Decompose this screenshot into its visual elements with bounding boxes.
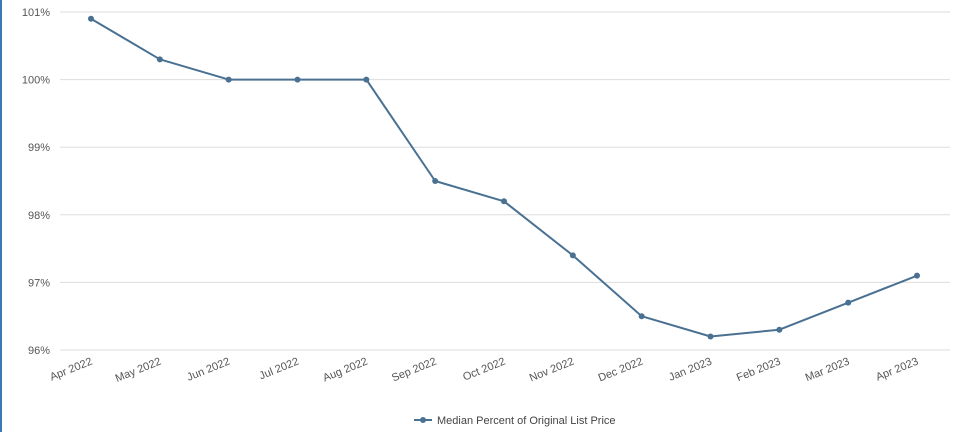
x-tick-label: Aug 2022 bbox=[321, 356, 369, 385]
data-point[interactable] bbox=[501, 198, 507, 205]
data-point[interactable] bbox=[363, 76, 370, 83]
data-point[interactable] bbox=[432, 178, 439, 184]
data-point[interactable] bbox=[914, 272, 920, 279]
x-tick-label: Jul 2022 bbox=[258, 356, 301, 383]
series-line bbox=[90, 17, 918, 338]
data-point[interactable] bbox=[638, 313, 645, 320]
data-point[interactable] bbox=[845, 299, 852, 306]
x-tick-label: Apr 2023 bbox=[874, 356, 920, 384]
data-point[interactable] bbox=[776, 326, 783, 333]
y-axis-ticks: 96% 97% 98% 99% 100% 101% bbox=[22, 7, 50, 357]
data-point[interactable] bbox=[294, 76, 301, 83]
x-axis-ticks: Apr 2022 May 2022 Jun 2022 Jul 2022 Aug 2022… bbox=[48, 356, 920, 385]
x-tick-label: Mar 2023 bbox=[804, 356, 852, 385]
x-tick-label: Jan 2023 bbox=[667, 356, 713, 384]
legend: Median Percent of Original List Price bbox=[414, 415, 616, 427]
data-point[interactable] bbox=[225, 76, 232, 83]
x-tick-label: Apr 2022 bbox=[48, 356, 94, 384]
series-group bbox=[88, 15, 920, 340]
data-point[interactable] bbox=[88, 15, 94, 22]
x-tick-label: Dec 2022 bbox=[597, 356, 645, 385]
x-tick-label: Sep 2022 bbox=[390, 356, 438, 385]
x-tick-label: Oct 2022 bbox=[461, 356, 507, 384]
y-tick-label: 101% bbox=[22, 7, 50, 19]
legend-marker-dot bbox=[420, 417, 426, 423]
data-point[interactable] bbox=[569, 252, 576, 259]
x-tick-label: Nov 2022 bbox=[528, 356, 576, 385]
y-tick-label: 99% bbox=[28, 142, 50, 154]
grid-lines bbox=[60, 11, 950, 351]
y-tick-label: 97% bbox=[28, 277, 50, 289]
x-tick-label: Jun 2022 bbox=[185, 356, 231, 384]
data-point[interactable] bbox=[707, 333, 714, 340]
legend-label: Median Percent of Original List Price bbox=[437, 415, 616, 427]
y-tick-label: 98% bbox=[28, 210, 50, 222]
x-tick-label: Feb 2023 bbox=[735, 356, 783, 385]
data-point[interactable] bbox=[156, 56, 163, 63]
y-tick-label: 100% bbox=[22, 75, 50, 87]
left-edge-bar bbox=[0, 0, 2, 432]
x-tick-label: May 2022 bbox=[114, 356, 163, 385]
y-tick-label: 96% bbox=[28, 345, 50, 357]
